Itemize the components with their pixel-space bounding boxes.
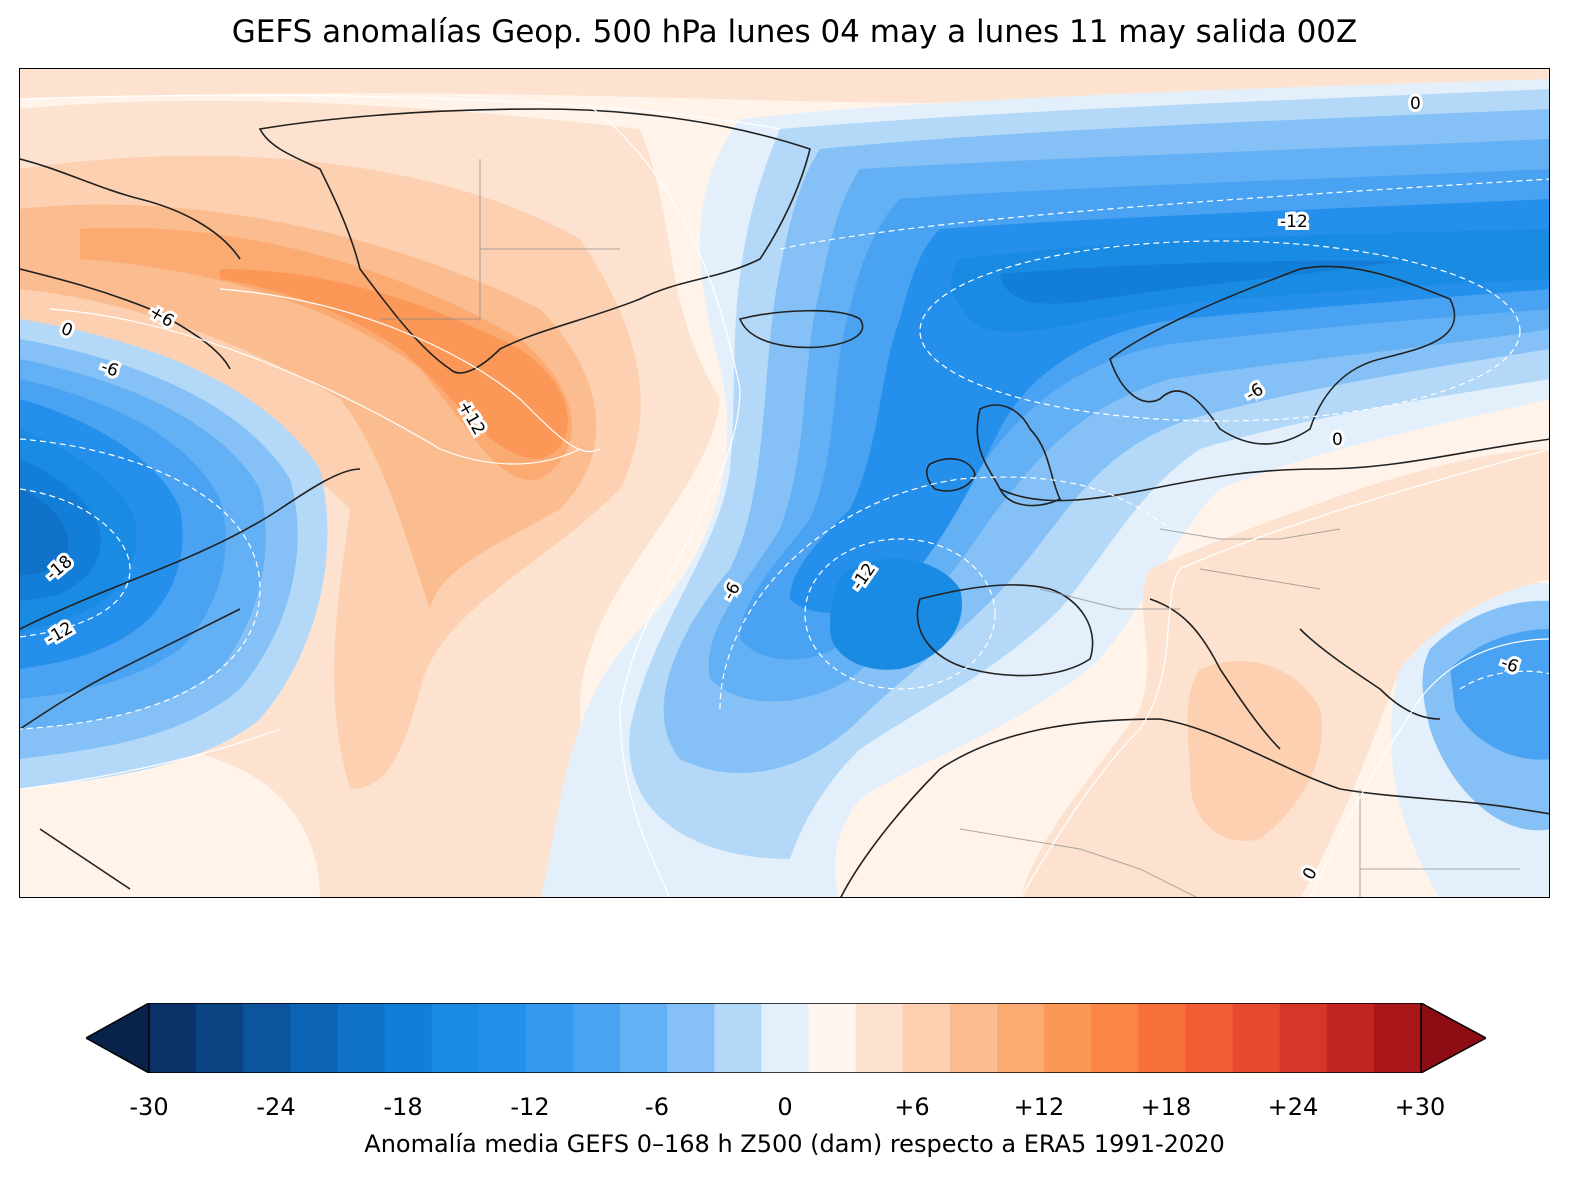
colorbar-label: Anomalía media GEFS 0–168 h Z500 (dam) r…	[364, 1130, 1225, 1158]
colorbar-cell	[525, 1003, 574, 1073]
colorbar-tick: -30	[129, 1093, 169, 1121]
colorbar-cell	[1044, 1003, 1092, 1073]
colorbar-cell	[761, 1003, 810, 1073]
colorbar-max-extend	[1421, 1003, 1486, 1073]
colorbar-tick: -6	[645, 1093, 669, 1121]
colorbar-cell	[1373, 1003, 1422, 1073]
colorbar-min-extend	[86, 1003, 149, 1073]
colorbar-tick: +30	[1394, 1093, 1446, 1121]
colorbar-cell	[573, 1003, 621, 1073]
colorbar-cells	[149, 1003, 1422, 1073]
colorbar-cell	[949, 1003, 998, 1073]
colorbar-cell	[902, 1003, 951, 1073]
colorbar	[86, 1003, 1486, 1073]
map-title: GEFS anomalías Geop. 500 hPa lunes 04 ma…	[231, 14, 1358, 50]
colorbar-tick: -12	[510, 1093, 550, 1121]
colorbar-cell	[196, 1003, 244, 1073]
colorbar-tick: 0	[777, 1093, 793, 1121]
colorbar-tick: +24	[1267, 1093, 1319, 1121]
colorbar-tick: -18	[383, 1093, 423, 1121]
anomaly-field-svg: 0 -12 +6 0 -6 +12 -6 -18 -12 -6 -12 0 -6…	[20, 69, 1549, 897]
colorbar-tick: +18	[1140, 1093, 1192, 1121]
colorbar-cell	[1185, 1003, 1234, 1073]
colorbar-cell	[620, 1003, 668, 1073]
colorbar-cell	[1232, 1003, 1281, 1073]
colorbar-cell	[243, 1003, 291, 1073]
colorbar-cell	[1091, 1003, 1139, 1073]
borders	[380, 159, 1520, 897]
colorbar-cell	[997, 1003, 1045, 1073]
coastlines	[20, 108, 1549, 897]
colorbar-cell	[1138, 1003, 1187, 1073]
colorbar-cell	[478, 1003, 527, 1073]
colorbar-cell	[290, 1003, 339, 1073]
anomaly-map: 0 -12 +6 0 -6 +12 -6 -18 -12 -6 -12 0 -6…	[19, 68, 1550, 898]
colorbar-cell	[431, 1003, 480, 1073]
contour-label: -12	[1280, 212, 1308, 232]
contour-label: 0	[1410, 94, 1421, 114]
colorbar-cell	[384, 1003, 433, 1073]
colorbar-tick: -24	[256, 1093, 296, 1121]
negative-contours	[20, 178, 1549, 730]
colorbar-tick: +6	[894, 1093, 930, 1121]
colorbar-cell	[1326, 1003, 1375, 1073]
colorbar-cell	[855, 1003, 904, 1073]
colorbar-cell	[1279, 1003, 1328, 1073]
colorbar-tick: +12	[1013, 1093, 1065, 1121]
colorbar-cell	[808, 1003, 857, 1073]
colorbar-cell	[714, 1003, 763, 1073]
colorbar-cell	[149, 1003, 197, 1073]
contour-label: 0	[1332, 430, 1343, 450]
positive-contours	[20, 94, 1549, 897]
colorbar-cell	[667, 1003, 715, 1073]
colorbar-cell	[337, 1003, 386, 1073]
